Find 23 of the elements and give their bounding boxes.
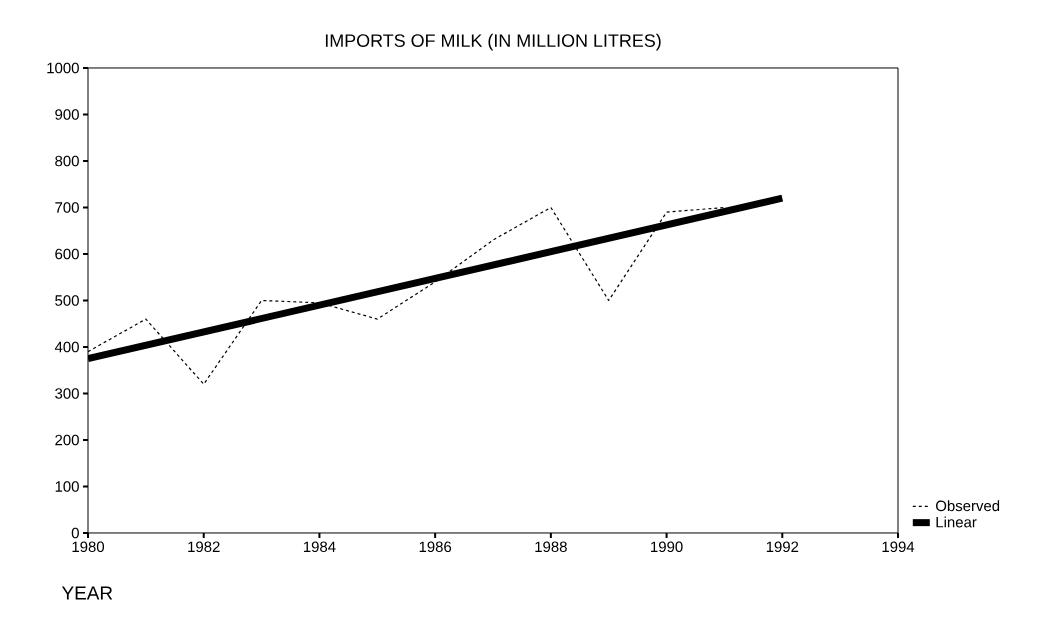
x-tick-label: 1986 bbox=[419, 541, 452, 553]
chart-title: IMPORTS OF MILK (IN MILLION LITRES) bbox=[325, 33, 661, 51]
y-tick-label: 800 bbox=[55, 155, 79, 167]
x-tick-label: 1984 bbox=[303, 541, 336, 553]
x-tick-label: 1992 bbox=[766, 541, 799, 553]
x-axis-title: YEAR bbox=[61, 586, 113, 600]
y-tick-label: 100 bbox=[55, 481, 79, 492]
x-tick-label: 1982 bbox=[188, 541, 220, 553]
y-tick-label: 900 bbox=[55, 109, 79, 120]
x-tick-label: 1980 bbox=[72, 541, 105, 553]
x-tick-label: 1988 bbox=[535, 541, 567, 553]
y-tick-label: 500 bbox=[55, 295, 79, 306]
x-tick-label: 1994 bbox=[882, 541, 915, 553]
y-tick-label: 700 bbox=[55, 202, 79, 213]
legend-label: Observed bbox=[936, 500, 1000, 512]
y-tick-label: 200 bbox=[55, 434, 79, 446]
y-tick-label: 1000 bbox=[47, 62, 79, 74]
y-tick-label: 0 bbox=[71, 527, 79, 539]
x-tick-label: 1990 bbox=[651, 541, 683, 553]
y-tick-label: 600 bbox=[55, 248, 79, 260]
y-tick-label: 300 bbox=[55, 388, 79, 399]
legend-label: Linear bbox=[936, 516, 977, 528]
y-tick-label: 400 bbox=[54, 341, 79, 353]
